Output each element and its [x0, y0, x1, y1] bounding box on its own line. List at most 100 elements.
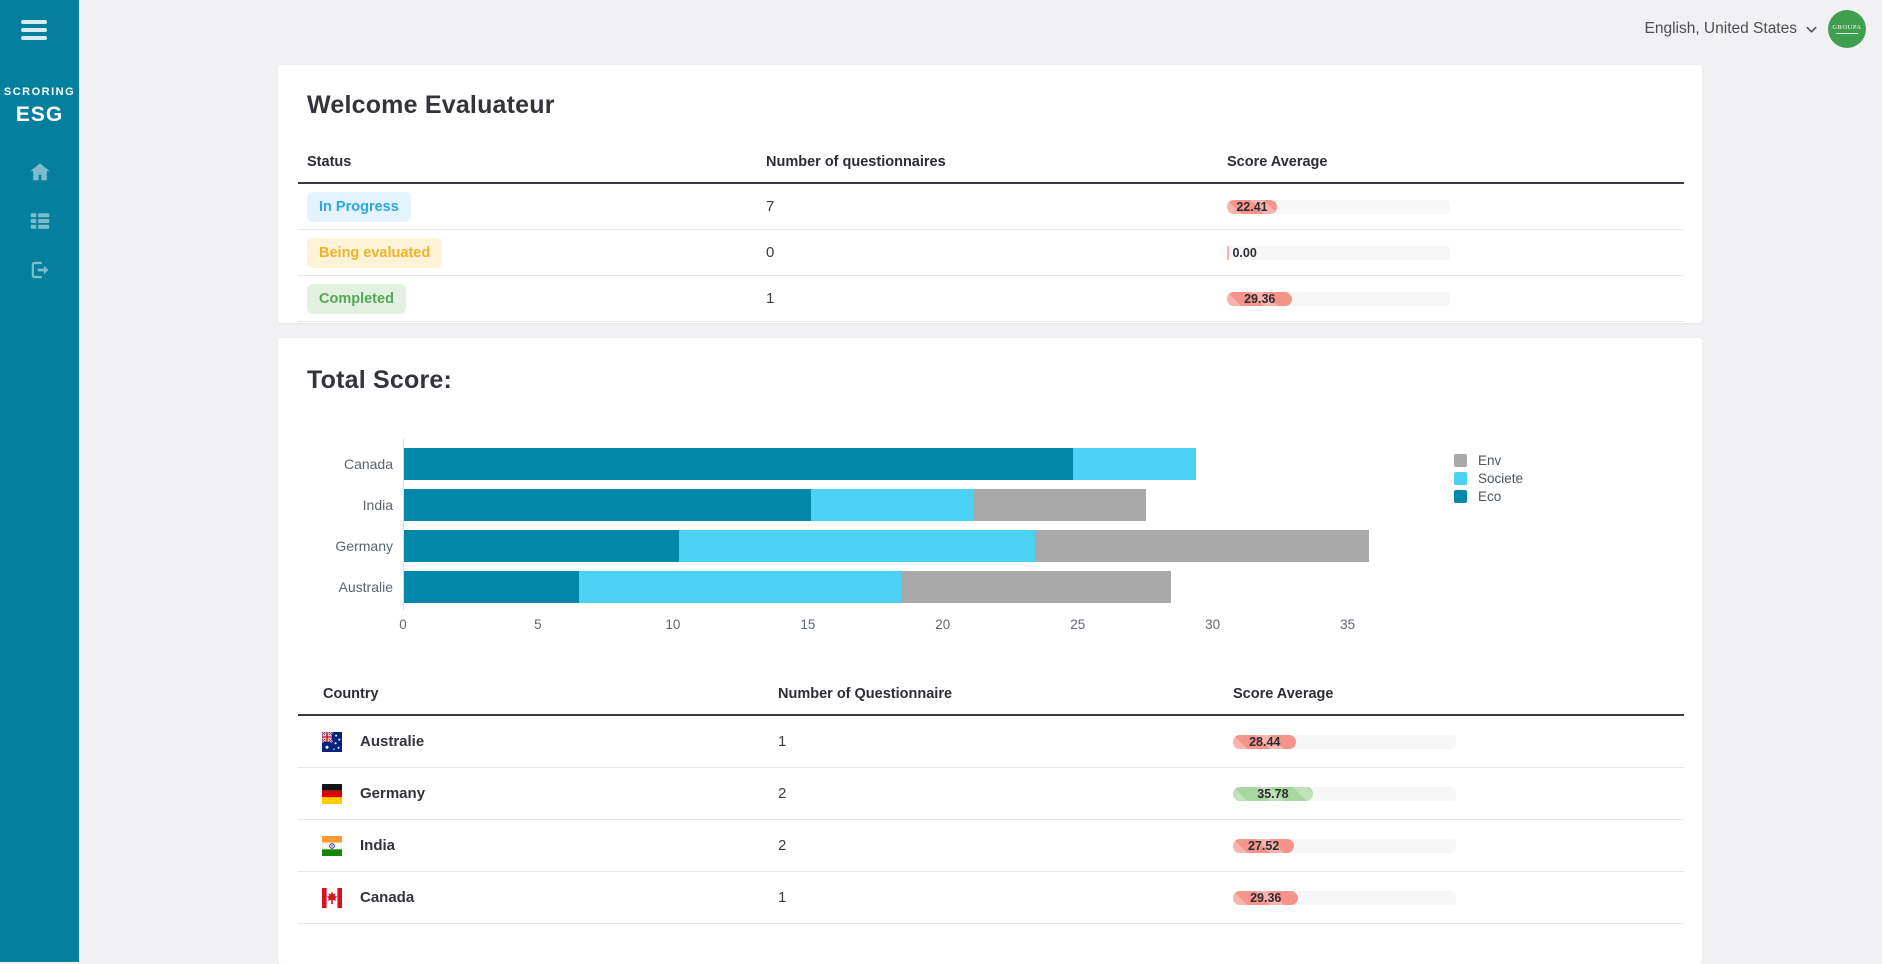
score-value: 35.78	[1257, 786, 1289, 801]
chart-bar-segment-eco	[404, 489, 812, 521]
questionnaire-count: 7	[766, 198, 775, 215]
axis-tick-label: 5	[534, 617, 542, 632]
chart-category-label: Australie	[338, 579, 393, 595]
table-row: Australie 1 28.44	[298, 716, 1684, 768]
chart-bar-segment-eco	[404, 448, 1073, 480]
chart-category-labels: Canada India Germany Australie	[335, 439, 403, 636]
legend-label: Eco	[1478, 489, 1502, 504]
table-row: Being evaluated 0 0.00	[298, 230, 1684, 276]
score-cell: 0.00	[1227, 245, 1684, 260]
chart-bar-segment-env	[901, 571, 1171, 603]
column-header-score: Score Average	[1233, 686, 1334, 702]
country-table-body: Australie 1 28.44 Germany 2 35.78 India 2 27.52 C…	[298, 716, 1684, 924]
avatar[interactable]: GROUPA	[1828, 10, 1866, 48]
logout-icon[interactable]	[29, 259, 51, 281]
sidebar: SCRORING ESG	[0, 0, 79, 962]
score-cell: 27.52	[1233, 838, 1684, 853]
legend-marker-icon	[1454, 472, 1467, 485]
score-value: 28.44	[1249, 734, 1281, 749]
chart-bar-segment-eco	[404, 530, 679, 562]
score-cell: 28.44	[1233, 734, 1684, 749]
score-value: 29.36	[1244, 291, 1276, 306]
country-name: Canada	[360, 889, 415, 906]
country-name: Germany	[360, 785, 426, 802]
axis-tick-label: 10	[665, 617, 681, 632]
column-header-number: Number of Questionnaire	[778, 686, 953, 702]
column-header-country: Country	[323, 686, 379, 702]
questionnaire-count: 2	[778, 837, 787, 854]
score-cell: 29.36	[1233, 890, 1684, 905]
score-cell: 22.41	[1227, 199, 1684, 214]
questionnaire-count: 0	[766, 244, 775, 261]
score-progress-fill: 35.78	[1233, 786, 1313, 801]
column-header-status: Status	[307, 154, 352, 170]
country-cell: India	[298, 835, 778, 856]
welcome-card: Welcome Evaluateur Status Number of ques…	[278, 65, 1702, 323]
score-progress-fill: 27.52	[1233, 838, 1295, 853]
status-cell: Completed	[298, 283, 766, 314]
status-badge[interactable]: Being evaluated	[307, 237, 443, 268]
avatar-label: GROUPA	[1832, 24, 1862, 31]
score-cell: 29.36	[1227, 291, 1684, 306]
sidebar-nav	[29, 161, 51, 281]
country-cell: Germany	[298, 783, 778, 804]
table-row: Canada 1 29.36	[298, 872, 1684, 924]
score-progress-fill: 29.36	[1227, 291, 1293, 306]
home-icon[interactable]	[29, 161, 51, 183]
country-cell: Canada	[298, 887, 778, 908]
axis-tick-label: 15	[800, 617, 816, 632]
status-badge[interactable]: In Progress	[307, 191, 411, 222]
chart-bar	[404, 530, 1380, 562]
country-cell: Australie	[298, 730, 778, 752]
questionnaire-count: 1	[778, 889, 787, 906]
column-header-score: Score Average	[1227, 154, 1328, 170]
list-icon[interactable]	[29, 210, 51, 232]
column-header-number: Number of questionnaires	[766, 154, 946, 170]
chart-bar	[404, 489, 1380, 521]
score-value: 27.52	[1248, 838, 1280, 853]
chart-bar-segment-env	[1034, 530, 1369, 562]
chart-category-label: Germany	[335, 538, 393, 554]
country-table-header: Country Number of Questionnaire Score Av…	[298, 678, 1684, 716]
score-value: 0.00	[1232, 245, 1257, 260]
axis-tick-label: 25	[1070, 617, 1086, 632]
hamburger-menu-icon[interactable]	[0, 20, 47, 44]
status-cell: Being evaluated	[298, 237, 766, 268]
questionnaire-count: 1	[778, 733, 787, 750]
table-row: In Progress 7 22.41	[298, 184, 1684, 230]
chevron-down-icon	[1806, 26, 1817, 33]
australia-flag-icon	[321, 730, 342, 752]
score-progress-fill: 28.44	[1233, 734, 1297, 749]
chart-x-axis: 0 5 10 15 20 25 30 35	[399, 614, 1380, 636]
chart-bar-segment-eco	[404, 571, 580, 603]
status-table-header: Status Number of questionnaires Score Av…	[298, 146, 1684, 184]
table-row: Germany 2 35.78	[298, 768, 1684, 820]
legend-item-societe[interactable]: Societe	[1454, 471, 1523, 486]
legend-label: Env	[1478, 453, 1502, 468]
score-value: 29.36	[1250, 890, 1282, 905]
score-progress-fill	[1227, 245, 1230, 260]
canada-flag-icon	[322, 887, 342, 908]
language-label: English, United States	[1644, 20, 1797, 37]
germany-flag-icon	[322, 783, 342, 804]
brand-main-text: ESG	[15, 102, 64, 126]
score-progress-bar: 27.52	[1233, 838, 1456, 853]
chart-legend: Env Societe Eco	[1454, 439, 1523, 636]
legend-item-env[interactable]: Env	[1454, 453, 1523, 468]
total-score-title: Total Score:	[307, 366, 453, 394]
axis-tick-label: 30	[1205, 617, 1221, 632]
total-score-card: Total Score: Canada India Germany Australie…	[278, 338, 1702, 964]
axis-tick-label: 0	[399, 617, 407, 632]
score-progress-fill: 22.41	[1227, 199, 1277, 214]
topbar: English, United States GROUPA	[79, 0, 1882, 58]
legend-item-eco[interactable]: Eco	[1454, 489, 1523, 504]
score-progress-bar: 29.36	[1233, 890, 1456, 905]
score-progress-bar: 0.00	[1227, 245, 1450, 260]
chart-bar-segment-env	[972, 489, 1146, 521]
status-badge[interactable]: Completed	[307, 283, 406, 314]
chart-category-label: Canada	[343, 456, 393, 472]
questionnaire-count: 2	[778, 785, 787, 802]
brand-top-text: SCRORING	[3, 86, 76, 98]
chart-bar	[404, 448, 1380, 480]
language-selector[interactable]: English, United States	[1644, 20, 1818, 38]
